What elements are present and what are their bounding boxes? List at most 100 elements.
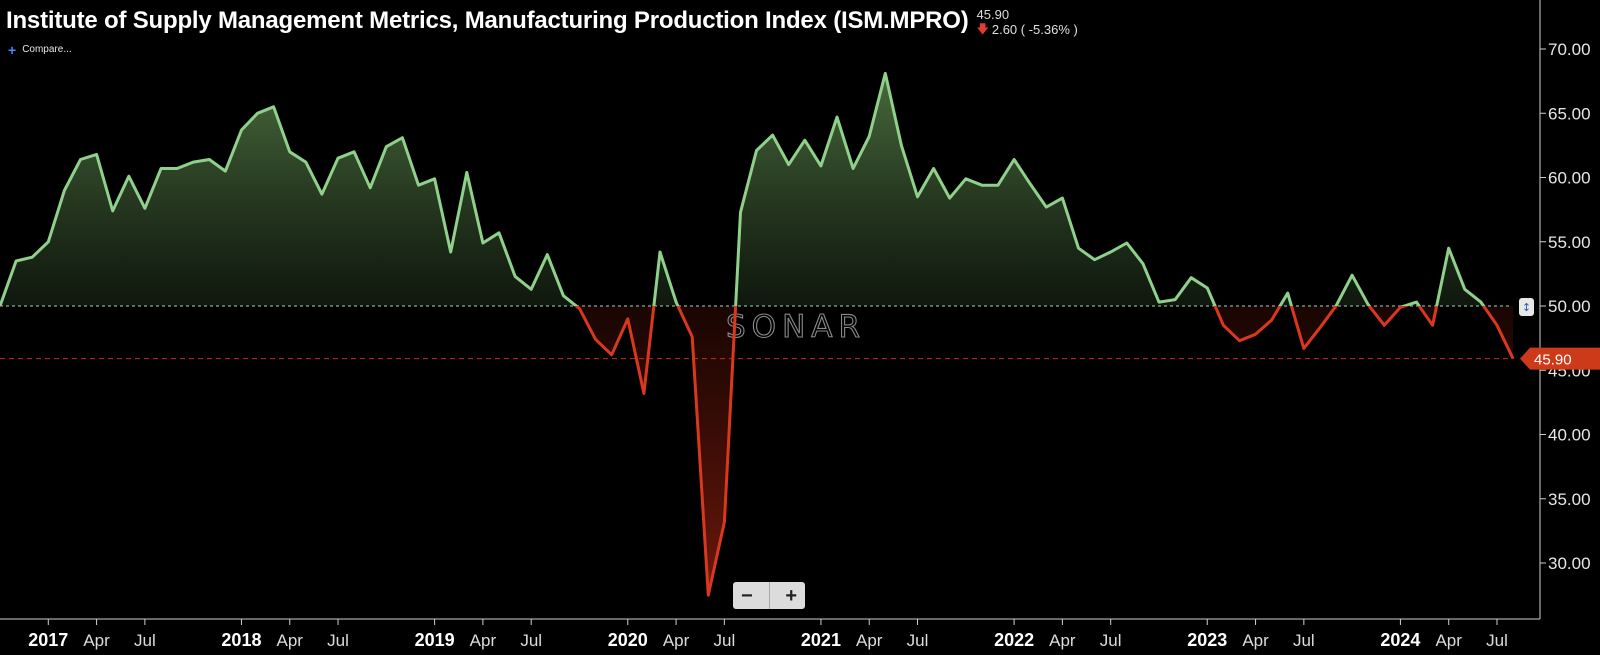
- data-point: [609, 352, 614, 357]
- data-point: [159, 166, 164, 171]
- data-point: [1028, 181, 1033, 186]
- data-point: [899, 143, 904, 148]
- y-axis-ticks: 30.0035.0040.0045.0050.0055.0060.0065.00…: [1540, 40, 1591, 573]
- data-point: [851, 166, 856, 171]
- data-point: [1462, 287, 1467, 292]
- data-point: [1140, 261, 1145, 266]
- data-point: [1382, 323, 1387, 328]
- data-point: [963, 176, 968, 181]
- data-point: [46, 239, 51, 244]
- data-point: [30, 255, 35, 260]
- data-point: [1108, 250, 1113, 255]
- line-layer: [0, 71, 1515, 597]
- data-point: [1350, 273, 1355, 278]
- data-point: [480, 241, 485, 246]
- data-point: [384, 144, 389, 149]
- data-point: [931, 166, 936, 171]
- plus-icon: +: [8, 41, 17, 58]
- data-point: [818, 163, 823, 168]
- x-tick-label: Apr: [277, 631, 304, 650]
- x-tick-label: Jul: [907, 631, 929, 650]
- data-point: [1414, 300, 1419, 305]
- data-point: [1012, 157, 1017, 162]
- data-point: [464, 170, 469, 175]
- data-point: [835, 115, 840, 120]
- data-point: [1221, 323, 1226, 328]
- series-line-above: [0, 71, 1486, 306]
- x-tick-label: Jul: [520, 631, 542, 650]
- data-point: [883, 71, 888, 76]
- x-tick-label: 2019: [415, 630, 455, 650]
- data-point: [786, 162, 791, 167]
- last-value: 45.90: [976, 7, 1010, 22]
- y-tick-label: 30.00: [1548, 554, 1591, 573]
- baseline-handle[interactable]: ↕: [1519, 298, 1534, 316]
- data-point: [1495, 323, 1500, 328]
- x-tick-label: Apr: [470, 631, 497, 650]
- data-point: [1317, 325, 1322, 330]
- data-point: [1301, 346, 1306, 351]
- x-tick-label: 2023: [1187, 630, 1227, 650]
- data-point: [561, 293, 566, 298]
- x-tick-label: Jul: [327, 631, 349, 650]
- y-tick-label: 70.00: [1548, 40, 1591, 59]
- zoom-out-button[interactable]: −: [740, 584, 753, 607]
- data-point: [142, 206, 147, 211]
- data-point: [271, 104, 276, 109]
- data-point: [110, 208, 115, 213]
- svg-text:↕: ↕: [1522, 301, 1531, 314]
- x-tick-label: 2017: [28, 630, 68, 650]
- data-point: [1430, 323, 1435, 328]
- data-point: [400, 135, 405, 140]
- x-tick-label: Apr: [856, 631, 883, 650]
- x-tick-label: Jul: [713, 631, 735, 650]
- data-point: [368, 185, 373, 190]
- data-point: [448, 250, 453, 255]
- data-point: [690, 334, 695, 339]
- data-point: [577, 306, 582, 311]
- data-point: [1237, 338, 1242, 343]
- x-tick-label: Jul: [1293, 631, 1315, 650]
- data-point: [1269, 318, 1274, 323]
- x-axis-ticks: 2017 Apr Jul 2018 Apr Jul 2019 Apr Jul 2020 Apr Jul…: [28, 619, 1508, 650]
- data-point: [352, 149, 357, 154]
- data-point: [867, 134, 872, 139]
- zoom-control: − +: [733, 582, 805, 609]
- data-point: [996, 183, 1001, 188]
- data-point: [1366, 302, 1371, 307]
- data-point: [255, 111, 260, 116]
- data-point: [593, 337, 598, 342]
- x-tick-label: Jul: [1100, 631, 1122, 650]
- header: Institute of Supply Management Metrics, …: [6, 6, 1078, 37]
- zoom-in-button[interactable]: +: [785, 584, 798, 607]
- change-value: 2.60 ( -5.36% ): [991, 22, 1078, 37]
- x-tick-label: Jul: [134, 631, 156, 650]
- x-tick-label: Apr: [1049, 631, 1076, 650]
- area-layer: [0, 73, 1514, 596]
- data-point: [1205, 286, 1210, 291]
- x-tick-label: Apr: [1242, 631, 1269, 650]
- current-value-badge: 45.90: [1520, 347, 1600, 370]
- data-point: [319, 192, 324, 197]
- compare-button[interactable]: + Compare...: [8, 41, 72, 58]
- data-point: [674, 300, 679, 305]
- data-point: [1334, 304, 1339, 309]
- x-tick-label: Apr: [663, 631, 690, 650]
- data-point: [915, 194, 920, 199]
- area-above-baseline: [0, 73, 1514, 306]
- data-point: [641, 391, 646, 396]
- x-tick-label: Apr: [1435, 631, 1462, 650]
- data-point: [722, 519, 727, 524]
- page-title: Institute of Supply Management Metrics, …: [6, 7, 969, 34]
- data-point: [529, 287, 534, 292]
- data-point: [754, 148, 759, 153]
- y-tick-label: 40.00: [1548, 426, 1591, 445]
- x-tick-label: 2022: [994, 630, 1034, 650]
- data-point: [513, 274, 518, 279]
- data-point: [658, 250, 663, 255]
- data-point: [1285, 291, 1290, 296]
- zoom-divider: [768, 582, 770, 609]
- data-point: [1157, 300, 1162, 305]
- data-point: [802, 138, 807, 143]
